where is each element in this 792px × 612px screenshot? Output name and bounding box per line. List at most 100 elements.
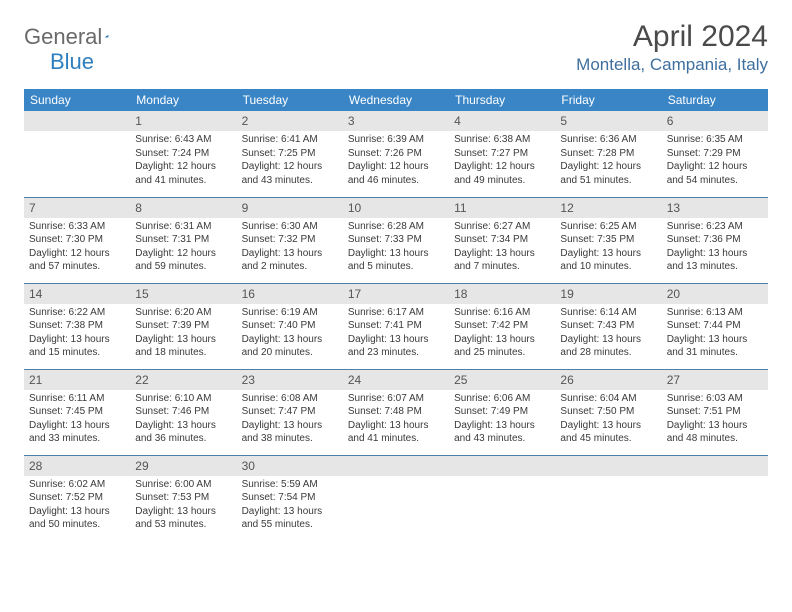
calendar-cell: 21Sunrise: 6:11 AMSunset: 7:45 PMDayligh… [24, 369, 130, 455]
sunrise-text: Sunrise: 6:10 AM [135, 392, 231, 406]
calendar-row: 1Sunrise: 6:43 AMSunset: 7:24 PMDaylight… [24, 111, 768, 197]
calendar-cell: 2Sunrise: 6:41 AMSunset: 7:25 PMDaylight… [237, 111, 343, 197]
sunset-text: Sunset: 7:27 PM [454, 147, 550, 161]
sunset-text: Sunset: 7:51 PM [667, 405, 763, 419]
day-number [555, 456, 661, 476]
sunset-text: Sunset: 7:52 PM [29, 491, 125, 505]
calendar-cell: 9Sunrise: 6:30 AMSunset: 7:32 PMDaylight… [237, 197, 343, 283]
daylight-text: and 5 minutes. [348, 260, 444, 274]
day-number: 2 [237, 111, 343, 131]
daylight-text: and 31 minutes. [667, 346, 763, 360]
calendar-cell: 10Sunrise: 6:28 AMSunset: 7:33 PMDayligh… [343, 197, 449, 283]
day-header: Saturday [662, 89, 768, 111]
sunrise-text: Sunrise: 6:00 AM [135, 478, 231, 492]
calendar-cell: 3Sunrise: 6:39 AMSunset: 7:26 PMDaylight… [343, 111, 449, 197]
calendar-cell [555, 455, 661, 541]
sunrise-text: Sunrise: 6:27 AM [454, 220, 550, 234]
calendar-table: Sunday Monday Tuesday Wednesday Thursday… [24, 89, 768, 541]
day-number: 28 [24, 456, 130, 476]
sunrise-text: Sunrise: 6:28 AM [348, 220, 444, 234]
calendar-cell: 16Sunrise: 6:19 AMSunset: 7:40 PMDayligh… [237, 283, 343, 369]
daylight-text: and 41 minutes. [135, 174, 231, 188]
daylight-text: and 50 minutes. [29, 518, 125, 532]
sunrise-text: Sunrise: 6:11 AM [29, 392, 125, 406]
daylight-text: Daylight: 13 hours [454, 419, 550, 433]
sunrise-text: Sunrise: 6:36 AM [560, 133, 656, 147]
brand-word1: General [24, 24, 102, 50]
daylight-text: Daylight: 13 hours [29, 505, 125, 519]
calendar-row: 14Sunrise: 6:22 AMSunset: 7:38 PMDayligh… [24, 283, 768, 369]
daylight-text: Daylight: 12 hours [454, 160, 550, 174]
sunset-text: Sunset: 7:44 PM [667, 319, 763, 333]
daylight-text: Daylight: 12 hours [348, 160, 444, 174]
daylight-text: Daylight: 13 hours [667, 333, 763, 347]
sunset-text: Sunset: 7:45 PM [29, 405, 125, 419]
daylight-text: and 46 minutes. [348, 174, 444, 188]
day-number [662, 456, 768, 476]
day-header: Tuesday [237, 89, 343, 111]
daylight-text: and 41 minutes. [348, 432, 444, 446]
day-number: 17 [343, 284, 449, 304]
daylight-text: and 45 minutes. [560, 432, 656, 446]
daylight-text: and 36 minutes. [135, 432, 231, 446]
day-number: 14 [24, 284, 130, 304]
calendar-cell: 24Sunrise: 6:07 AMSunset: 7:48 PMDayligh… [343, 369, 449, 455]
calendar-row: 7Sunrise: 6:33 AMSunset: 7:30 PMDaylight… [24, 197, 768, 283]
calendar-cell: 28Sunrise: 6:02 AMSunset: 7:52 PMDayligh… [24, 455, 130, 541]
daylight-text: Daylight: 12 hours [560, 160, 656, 174]
calendar-row: 21Sunrise: 6:11 AMSunset: 7:45 PMDayligh… [24, 369, 768, 455]
day-number: 20 [662, 284, 768, 304]
daylight-text: Daylight: 13 hours [135, 419, 231, 433]
day-number: 22 [130, 370, 236, 390]
daylight-text: Daylight: 13 hours [135, 505, 231, 519]
sunrise-text: Sunrise: 6:20 AM [135, 306, 231, 320]
day-number: 24 [343, 370, 449, 390]
day-number: 10 [343, 198, 449, 218]
daylight-text: Daylight: 13 hours [242, 333, 338, 347]
day-header: Sunday [24, 89, 130, 111]
calendar-cell: 8Sunrise: 6:31 AMSunset: 7:31 PMDaylight… [130, 197, 236, 283]
daylight-text: and 57 minutes. [29, 260, 125, 274]
day-number: 9 [237, 198, 343, 218]
daylight-text: Daylight: 13 hours [29, 333, 125, 347]
sunrise-text: Sunrise: 6:04 AM [560, 392, 656, 406]
day-number [24, 111, 130, 131]
daylight-text: and 2 minutes. [242, 260, 338, 274]
daylight-text: Daylight: 12 hours [667, 160, 763, 174]
calendar-cell: 25Sunrise: 6:06 AMSunset: 7:49 PMDayligh… [449, 369, 555, 455]
daylight-text: Daylight: 13 hours [560, 419, 656, 433]
calendar-body: 1Sunrise: 6:43 AMSunset: 7:24 PMDaylight… [24, 111, 768, 541]
day-number: 15 [130, 284, 236, 304]
sunrise-text: Sunrise: 6:19 AM [242, 306, 338, 320]
title-block: April 2024 Montella, Campania, Italy [576, 20, 768, 75]
day-number [343, 456, 449, 476]
brand-word2: Blue [50, 49, 94, 75]
daylight-text: Daylight: 13 hours [135, 333, 231, 347]
calendar-page: General April 2024 Montella, Campania, I… [0, 0, 792, 561]
sunset-text: Sunset: 7:24 PM [135, 147, 231, 161]
day-number: 29 [130, 456, 236, 476]
day-header: Thursday [449, 89, 555, 111]
calendar-cell: 4Sunrise: 6:38 AMSunset: 7:27 PMDaylight… [449, 111, 555, 197]
sunset-text: Sunset: 7:40 PM [242, 319, 338, 333]
calendar-cell: 11Sunrise: 6:27 AMSunset: 7:34 PMDayligh… [449, 197, 555, 283]
daylight-text: and 28 minutes. [560, 346, 656, 360]
sunrise-text: Sunrise: 6:23 AM [667, 220, 763, 234]
daylight-text: Daylight: 13 hours [348, 247, 444, 261]
daylight-text: and 20 minutes. [242, 346, 338, 360]
sunrise-text: Sunrise: 6:43 AM [135, 133, 231, 147]
calendar-cell [662, 455, 768, 541]
calendar-cell [343, 455, 449, 541]
sunrise-text: Sunrise: 6:33 AM [29, 220, 125, 234]
sunrise-text: Sunrise: 6:38 AM [454, 133, 550, 147]
day-number: 18 [449, 284, 555, 304]
day-number: 12 [555, 198, 661, 218]
day-number: 23 [237, 370, 343, 390]
sunset-text: Sunset: 7:54 PM [242, 491, 338, 505]
sunrise-text: Sunrise: 6:31 AM [135, 220, 231, 234]
daylight-text: Daylight: 13 hours [242, 419, 338, 433]
sunset-text: Sunset: 7:48 PM [348, 405, 444, 419]
sunrise-text: Sunrise: 6:35 AM [667, 133, 763, 147]
daylight-text: Daylight: 13 hours [348, 333, 444, 347]
daylight-text: and 59 minutes. [135, 260, 231, 274]
